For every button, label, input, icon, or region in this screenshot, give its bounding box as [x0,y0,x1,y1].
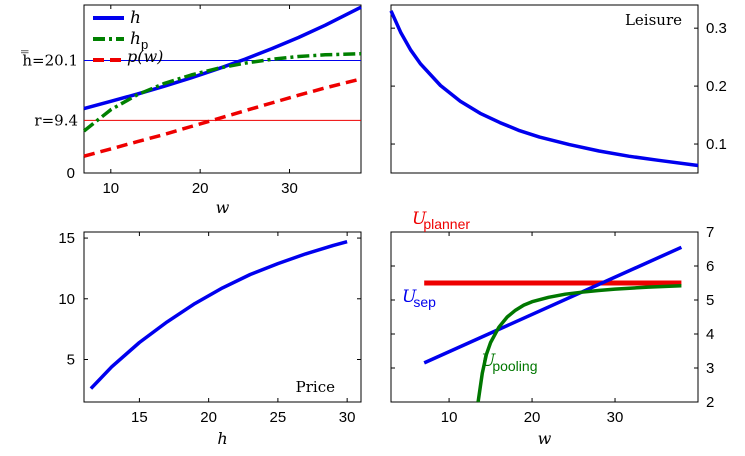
bottom-left-axes-frame [83,231,362,403]
top-left-xtick-label: 30 [281,180,298,197]
bottom-left-ytick-label: 15 [58,230,75,247]
bottom-right-label-sep: Usep [402,287,436,310]
top-left-r-label: r=9.4 [34,111,78,129]
bottom-right-ytick-label: 5 [706,292,714,309]
bottom-right-ytick-label: 7 [706,224,714,241]
bottom-left-xtick-label: 15 [131,409,148,426]
top-left-series-h-line [83,5,362,111]
top-right-title: Leisure [625,11,682,29]
bottom-right-axes-frame [390,231,699,403]
top-left-ytick-label: 0 [67,165,75,182]
bottom-right-series-u-pooling-line [476,283,682,403]
top-left-xtick-label: 20 [192,180,209,197]
top-left-legend-label-pw: p(w) [127,47,163,66]
top-right-series-0-line [389,10,699,168]
bottom-right-ytick-label: 2 [706,394,714,411]
bottom-left-xtick-label: 25 [270,409,287,426]
top-right-axes-frame [390,4,699,174]
bottom-right-xtick-label: 20 [524,409,541,426]
top-right-ytick-label: 0.3 [706,20,727,37]
top-left-legend-label-h: h [130,8,141,28]
bottom-right-xlabel: w [538,429,552,448]
bottom-left-xtick-label: 30 [339,409,356,426]
bottom-left-ytick-label: 5 [67,352,75,369]
top-left-axes-frame [83,4,362,174]
top-left-series-p-w--line [83,77,362,158]
top-left-xtick-label: 10 [102,180,119,197]
top-left-hbar-label: h̿=20.1 [21,50,78,69]
bottom-left-series-0-line [89,240,348,390]
bottom-right-label-planner: Uplanner [412,209,470,232]
top-right-ytick-label: 0.1 [706,136,727,153]
bottom-right-series-u-sep-line [423,245,683,365]
bottom-right-xtick-label: 30 [607,409,624,426]
bottom-right-label-pooling: Upooling [481,351,537,374]
top-left-xlabel: w [216,198,230,217]
bottom-right-ytick-label: 4 [706,326,714,343]
top-left-series-h-p-line [82,51,362,133]
bottom-right-ytick-label: 3 [706,360,714,377]
bottom-right-xtick-label: 10 [441,409,458,426]
bottom-left-ytick-label: 10 [58,291,75,308]
top-right-ytick-label: 0.2 [706,78,727,95]
bottom-left-xtick-label: 20 [200,409,217,426]
bottom-left-xlabel: h [217,429,227,448]
bottom-left-title: Price [296,378,335,396]
bottom-right-ytick-label: 6 [706,258,714,275]
